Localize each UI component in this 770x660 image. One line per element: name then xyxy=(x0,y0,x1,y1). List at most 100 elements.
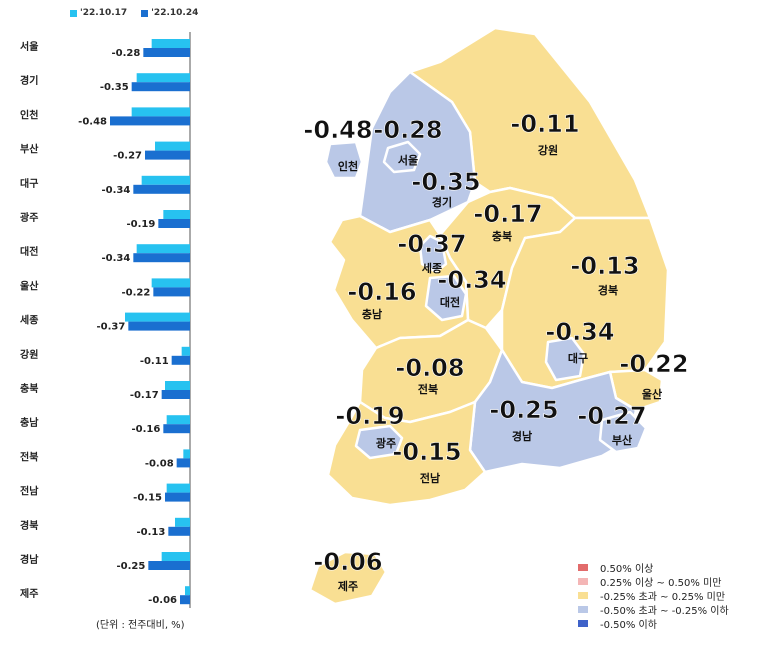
region-name-label: 울산 xyxy=(642,387,662,401)
regional-bar-chart: 서울 -0.28 경기 -0.35 인천 -0.48 부산 -0.27 대구 -0.34 광주 -0.… xyxy=(20,32,191,608)
region-name-label: 전북 xyxy=(418,382,438,396)
category-label: 충남 xyxy=(20,416,39,429)
region-value-label: -0.22 xyxy=(619,350,688,378)
map-legend-label: -0.50% 이하 xyxy=(600,619,657,631)
region-daejeon xyxy=(424,274,468,322)
region-value-label: -0.34 xyxy=(545,318,614,346)
region-value-label: -0.08 xyxy=(395,354,464,382)
bar-value-label: -0.34 xyxy=(102,253,131,264)
region-name-label: 강원 xyxy=(538,143,558,157)
bar-current-week xyxy=(131,82,190,92)
category-label: 부산 xyxy=(20,143,39,156)
bar-prev-week xyxy=(163,210,190,219)
region-value-label: -0.11 xyxy=(510,110,579,138)
category-label: 충북 xyxy=(20,382,38,395)
region-daegu xyxy=(544,336,586,382)
region-jeonnam xyxy=(326,400,487,507)
bar-value-label: -0.06 xyxy=(148,595,177,606)
bar-prev-week xyxy=(136,73,190,83)
category-label: 경남 xyxy=(20,553,39,566)
legend-item-current-week: '22.10.24 xyxy=(141,8,198,18)
map-legend-row: 0.25% 이상 ~ 0.50% 미만 xyxy=(578,574,729,589)
category-label: 대전 xyxy=(20,245,38,258)
category-label: 제주 xyxy=(20,587,38,600)
region-value-label: -0.34 xyxy=(437,266,506,294)
region-value-label: -0.25 xyxy=(489,396,558,424)
bar-current-week xyxy=(176,458,190,468)
region-value-label: -0.48 xyxy=(303,116,372,144)
bar-value-label: -0.13 xyxy=(137,527,166,538)
region-gwangju xyxy=(354,424,404,460)
region-value-label: -0.19 xyxy=(335,402,404,430)
region-name-label: 전남 xyxy=(420,471,440,485)
bar-prev-week xyxy=(125,312,190,322)
bar-current-week xyxy=(165,492,190,502)
region-incheon xyxy=(324,140,364,180)
bar-current-week xyxy=(133,253,190,263)
region-value-label: -0.06 xyxy=(313,548,382,576)
category-label: 강원 xyxy=(20,348,38,361)
bar-current-week xyxy=(143,48,190,57)
category-label: 세종 xyxy=(20,314,38,327)
bar-prev-week xyxy=(175,517,190,527)
bar-value-label: -0.08 xyxy=(145,458,174,469)
region-value-label: -0.28 xyxy=(373,116,442,144)
region-name-label: 제주 xyxy=(338,579,358,593)
bar-current-week xyxy=(180,595,190,605)
bar-value-label: -0.19 xyxy=(127,219,156,230)
region-busan xyxy=(598,410,648,454)
category-label: 전남 xyxy=(20,485,39,498)
map-legend-swatch xyxy=(578,563,588,571)
region-value-label: -0.27 xyxy=(577,402,646,430)
bar-current-week xyxy=(133,184,190,194)
bar-chart-legend: '22.10.17 '22.10.24 xyxy=(70,8,198,18)
region-name-label: 충북 xyxy=(492,229,512,243)
map-legend-row: -0.50% 이하 xyxy=(578,616,729,631)
legend-item-prev-week: '22.10.17 xyxy=(70,8,127,18)
bar-value-label: -0.11 xyxy=(140,356,169,367)
bar-prev-week xyxy=(165,381,190,390)
map-legend-swatch xyxy=(578,577,588,585)
map-legend-swatch xyxy=(578,605,588,613)
legend-swatch-current-week xyxy=(141,9,149,17)
region-value-label: -0.16 xyxy=(347,278,416,306)
bar-value-label: -0.17 xyxy=(130,390,159,401)
bar-prev-week xyxy=(181,346,190,356)
region-value-label: -0.15 xyxy=(392,438,461,466)
map-legend-label: -0.50% 초과 ~ -0.25% 이하 xyxy=(600,605,729,617)
map-legend-label: 0.25% 이상 ~ 0.50% 미만 xyxy=(600,577,722,589)
bar-value-label: -0.35 xyxy=(100,82,129,93)
region-name-label: 서울 xyxy=(398,153,418,167)
map-legend-row: 0.50% 이상 xyxy=(578,560,729,575)
region-value-label: -0.37 xyxy=(397,230,466,258)
bar-prev-week xyxy=(136,244,190,254)
bar-current-week xyxy=(148,561,190,570)
bar-value-label: -0.37 xyxy=(97,322,126,333)
region-name-label: 광주 xyxy=(376,437,396,450)
region-name-label: 세종 xyxy=(422,261,442,275)
bar-prev-week xyxy=(155,141,190,151)
bar-current-week xyxy=(163,424,190,434)
bar-current-week xyxy=(168,526,190,536)
category-label: 전북 xyxy=(20,450,38,463)
bar-value-label: -0.16 xyxy=(132,424,161,435)
category-label: 울산 xyxy=(20,279,39,292)
region-sejong xyxy=(418,234,448,274)
bar-value-label: -0.25 xyxy=(117,561,146,572)
map-regions xyxy=(308,26,670,606)
region-name-label: 대전 xyxy=(440,295,460,309)
bar-current-week xyxy=(110,116,190,126)
bar-value-label: -0.48 xyxy=(78,116,107,127)
bar-prev-week xyxy=(131,107,190,117)
bar-prev-week xyxy=(185,586,190,596)
map-legend-swatch xyxy=(578,591,588,599)
map-legend-row: -0.25% 초과 ~ 0.25% 미만 xyxy=(578,588,729,603)
bar-value-label: -0.15 xyxy=(133,493,162,504)
category-label: 대구 xyxy=(20,177,38,190)
category-label: 서울 xyxy=(20,40,38,53)
region-name-label: 대구 xyxy=(568,351,588,365)
category-label: 인천 xyxy=(20,108,38,121)
bar-prev-week xyxy=(166,483,190,493)
